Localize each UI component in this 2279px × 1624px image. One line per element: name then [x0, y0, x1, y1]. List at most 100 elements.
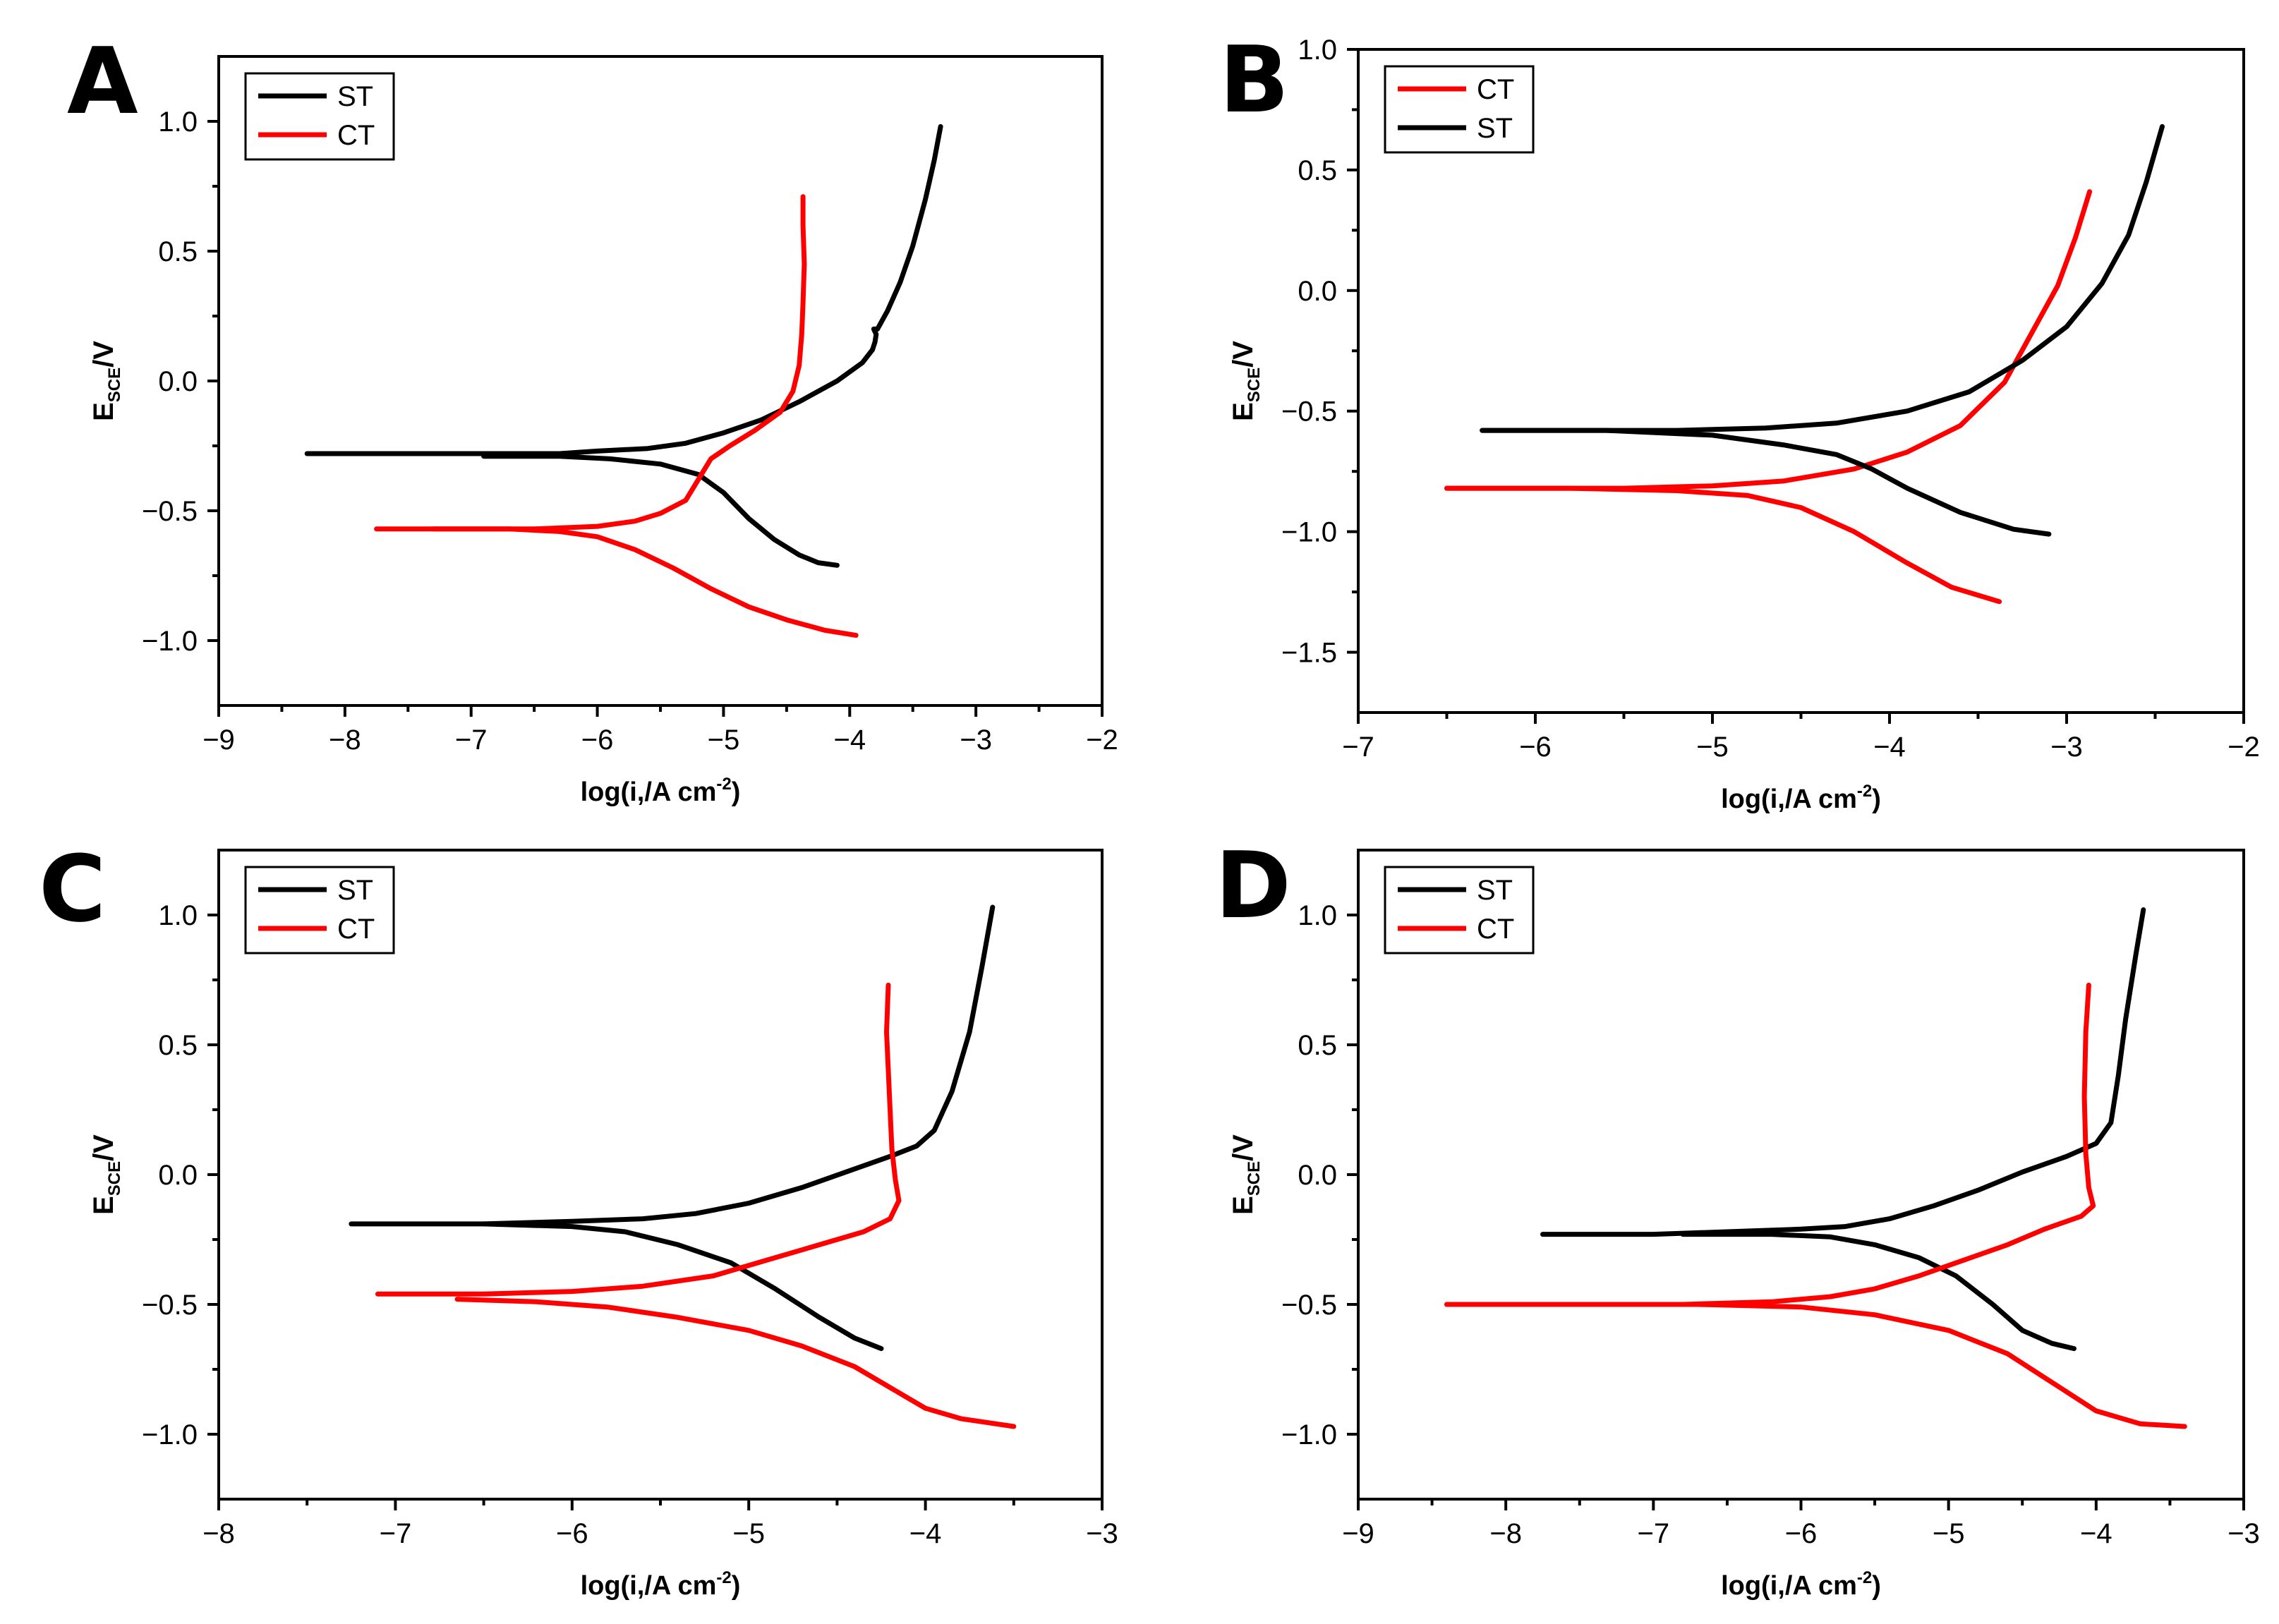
- x-tick-label: −3: [1086, 1518, 1118, 1549]
- legend-label-ct: CT: [1477, 74, 1514, 105]
- x-tick-label: −7: [380, 1518, 412, 1549]
- x-tick-label: −6: [1785, 1518, 1818, 1549]
- x-tick-label: −3: [960, 725, 992, 756]
- y-tick-label: 0.5: [1298, 1030, 1337, 1061]
- y-tick-label: 0.0: [1298, 276, 1337, 307]
- x-tick-label: −7: [1342, 732, 1374, 763]
- x-axis-label: log(i,/A cm-2): [1721, 782, 1881, 814]
- y-tick-label: −0.5: [1281, 396, 1337, 428]
- y-tick-label: 0.0: [1298, 1160, 1337, 1191]
- series-ct-cathodic-branch: [1444, 1302, 2187, 1429]
- series-ct: [1444, 189, 2093, 605]
- series-st-cathodic-branch: [481, 1221, 884, 1352]
- y-tick-label: 0.0: [158, 366, 198, 397]
- x-tick-label: −3: [2050, 732, 2083, 763]
- series-st-pit-branch: [870, 326, 881, 353]
- legend: ST CT: [244, 72, 395, 161]
- series-st-anodic2-branch: [875, 123, 943, 332]
- x-tick-label: −5: [708, 725, 740, 756]
- y-tick-label: 0.5: [1298, 155, 1337, 186]
- series-st-cathodic-branch: [481, 454, 840, 568]
- y-tick-label: −0.5: [142, 496, 198, 527]
- x-axis-label: log(i,/A cm-2): [1721, 1568, 1881, 1601]
- legend-label-ct: CT: [337, 914, 375, 945]
- series-st: [349, 904, 996, 1352]
- y-axis-label: ESCE/V: [88, 341, 124, 421]
- y-axis-label: ESCE/V: [1228, 1134, 1264, 1215]
- series-ct-cathodic-branch: [454, 1297, 1017, 1429]
- x-tick-label: −5: [1933, 1518, 1965, 1549]
- legend-label-st: ST: [1477, 875, 1513, 906]
- x-tick-label: −8: [1489, 1518, 1522, 1549]
- series-st-anodic-branch: [349, 904, 996, 1227]
- x-tick-label: −2: [1086, 725, 1118, 756]
- x-axis-label: log(i,/A cm-2): [581, 775, 741, 807]
- series-st: [1540, 907, 2146, 1352]
- y-tick-label: 1.0: [1298, 35, 1337, 66]
- y-tick-label: −1.0: [1281, 517, 1337, 548]
- series-st-anodic-branch: [304, 347, 875, 456]
- x-tick-label: −4: [2080, 1518, 2112, 1549]
- panel-letter: A: [67, 28, 138, 135]
- y-tick-label: 1.0: [158, 107, 198, 138]
- chart-panel-a: A −9 −8 −7 −6 −5 −4 −3 −2 −1.0 −0.5 0.0 0.5 1.0 log(i,…: [67, 28, 1118, 807]
- x-tick-label: −5: [1696, 732, 1729, 763]
- legend: ST CT: [244, 866, 395, 955]
- x-tick-label: −4: [909, 1518, 942, 1549]
- y-tick-label: 1.0: [158, 900, 198, 931]
- legend: CT ST: [1384, 65, 1535, 154]
- series-st-cathodic-branch: [1480, 428, 2052, 537]
- x-tick-label: −7: [455, 725, 488, 756]
- legend-label-ct: CT: [1477, 914, 1514, 945]
- x-tick-label: −4: [1873, 732, 1906, 763]
- y-tick-label: −0.5: [1281, 1290, 1337, 1321]
- y-axis-label: ESCE/V: [88, 1134, 124, 1215]
- series-ct: [375, 982, 1017, 1429]
- series-ct-cathodic-branch: [430, 526, 859, 638]
- y-tick-label: −1.0: [142, 626, 198, 657]
- y-tick-label: 0.5: [158, 236, 198, 267]
- chart-panel-b: B −7 −6 −5 −4 −3 −2 −1.5 −1.0 −0.5 0.0 0.5 1.0 log(i,…: [1219, 26, 2260, 814]
- y-tick-label: −0.5: [142, 1290, 198, 1321]
- y-axis-label: ESCE/V: [1228, 341, 1264, 421]
- y-tick-label: −1.5: [1281, 638, 1337, 669]
- x-tick-label: −3: [2227, 1518, 2260, 1549]
- legend-label-ct: CT: [337, 120, 375, 151]
- x-tick-label: −8: [329, 725, 361, 756]
- series-ct-cathodic-branch: [1444, 485, 2002, 605]
- x-tick-label: −8: [202, 1518, 235, 1549]
- legend-label-st: ST: [337, 81, 373, 112]
- x-tick-label: −9: [1342, 1518, 1374, 1549]
- legend-label-st: ST: [1477, 113, 1513, 144]
- series-ct: [374, 194, 859, 638]
- legend: ST CT: [1384, 866, 1535, 955]
- x-axis-label: log(i,/A cm-2): [581, 1568, 741, 1601]
- x-tick-label: −2: [2227, 732, 2260, 763]
- legend-box: [1384, 866, 1535, 955]
- legend-label-st: ST: [337, 875, 373, 906]
- chart-panel-c: C −8 −7 −6 −5 −4 −3 −1.0 −0.5 0.0 0.5 1.0 log(i,/A c…: [39, 835, 1118, 1601]
- series-ct: [1444, 982, 2187, 1429]
- x-tick-label: −6: [556, 1518, 588, 1549]
- series-st: [304, 123, 943, 568]
- legend-box: [244, 72, 395, 161]
- chart-panel-d: D −9 −8 −7 −6 −5 −4 −3 −1.0 −0.5 0.0 0.5 1.0 log(i,/A…: [1215, 832, 2260, 1601]
- panel-letter: C: [39, 835, 106, 943]
- x-tick-label: −6: [581, 725, 614, 756]
- y-tick-label: −1.0: [1281, 1419, 1337, 1450]
- x-tick-label: −5: [732, 1518, 765, 1549]
- legend-box: [1384, 65, 1535, 154]
- series-st: [1480, 123, 2165, 537]
- panel-letter: D: [1215, 832, 1291, 939]
- panel-letter: B: [1219, 26, 1289, 133]
- y-tick-label: 1.0: [1298, 900, 1337, 931]
- series-ct-anodic-branch: [375, 982, 902, 1297]
- y-tick-label: 0.0: [158, 1160, 198, 1191]
- x-tick-label: −7: [1638, 1518, 1670, 1549]
- x-tick-label: −4: [833, 725, 866, 756]
- x-tick-label: −6: [1519, 732, 1552, 763]
- y-tick-label: 0.5: [158, 1030, 198, 1061]
- series-ct-anodic-branch: [1444, 982, 2096, 1307]
